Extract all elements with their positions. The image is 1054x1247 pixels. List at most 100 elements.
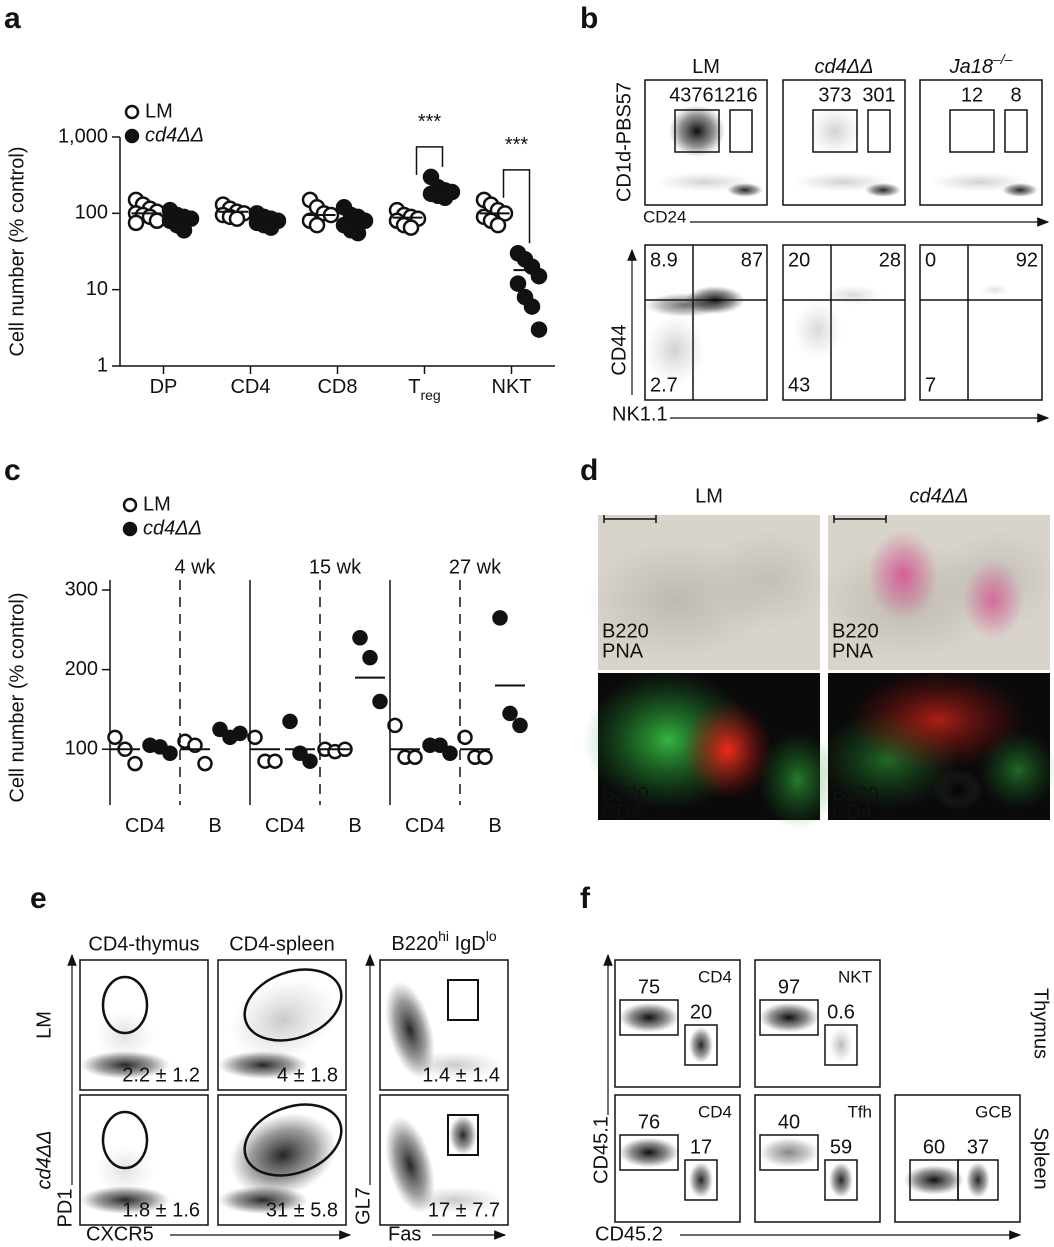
row-label: LM xyxy=(33,1011,55,1039)
group-label: 15 wk xyxy=(309,556,362,578)
x-tick-label-part: T xyxy=(408,376,420,398)
data-point xyxy=(175,222,193,239)
y-axis-label: Cell number (% control) xyxy=(6,592,28,802)
row-label: cd4ΔΔ xyxy=(33,1130,55,1189)
x-tick-label: DP xyxy=(150,376,178,398)
panel-label: f xyxy=(580,882,591,915)
gate-value: 12 xyxy=(961,84,983,106)
stain-label: PNA xyxy=(832,640,874,662)
data-point xyxy=(302,753,318,769)
column-title-part: IgD xyxy=(449,933,486,955)
cell-cloud xyxy=(759,1002,819,1033)
flow-plot xyxy=(79,959,209,1091)
plot-title: CD4 xyxy=(698,967,732,986)
data-point xyxy=(267,753,283,769)
axis-label: CD44 xyxy=(608,324,630,375)
cell-cloud xyxy=(645,293,725,317)
row-label: Thymus xyxy=(1030,988,1052,1059)
gate xyxy=(447,979,479,1021)
data-point xyxy=(228,210,246,227)
data-point xyxy=(477,749,493,765)
cell-cloud xyxy=(829,1162,853,1198)
stain-label: CD4 xyxy=(832,801,872,823)
stain-label: B220 xyxy=(832,783,879,805)
gate xyxy=(759,1134,819,1171)
cell-cloud xyxy=(978,730,1054,810)
cell-cloud xyxy=(689,1162,713,1198)
legend-marker xyxy=(124,128,140,144)
gate-value: 76 xyxy=(638,1111,660,1133)
data-point xyxy=(523,298,541,315)
gate xyxy=(824,1024,858,1066)
cell-cloud xyxy=(683,700,773,800)
cell-cloud xyxy=(405,1051,505,1079)
column-title: cd4ΔΔ xyxy=(909,485,968,507)
data-point xyxy=(457,729,473,746)
cell-cloud xyxy=(963,560,1023,640)
cell-cloud xyxy=(759,1137,819,1168)
gate-value: 8 xyxy=(1010,84,1021,106)
plot-title: CD4 xyxy=(698,1102,732,1121)
data-point xyxy=(509,275,527,292)
gate xyxy=(957,1159,999,1201)
stain-label: B220 xyxy=(602,620,649,642)
gate-value: 37 xyxy=(967,1136,989,1158)
cell-cloud xyxy=(95,1010,155,1060)
axis-label: PD1 xyxy=(54,1189,76,1228)
panel-label: d xyxy=(580,454,598,487)
flow-plot xyxy=(754,1094,881,1223)
legend-marker xyxy=(122,497,138,513)
x-tick-label: CD4 xyxy=(265,815,305,837)
gate-value: 75 xyxy=(638,976,660,998)
x-tick-label: B xyxy=(488,815,501,837)
x-tick-label: CD4 xyxy=(125,815,165,837)
gate-value: 40 xyxy=(778,1111,800,1133)
data-point xyxy=(372,693,388,710)
data-point xyxy=(197,755,213,772)
cell-cloud xyxy=(823,285,883,305)
cell-cloud xyxy=(933,770,983,810)
gate xyxy=(684,1024,718,1066)
flow-plot xyxy=(919,244,1043,401)
data-point xyxy=(349,224,367,242)
data-point xyxy=(308,216,326,234)
data-point xyxy=(127,214,145,232)
row-label: Spleen xyxy=(1030,1127,1052,1189)
significance-bracket xyxy=(502,169,531,244)
flow-plot xyxy=(754,959,881,1088)
cell-cloud xyxy=(385,981,435,1079)
flow-plot xyxy=(782,79,906,206)
flow-plot xyxy=(379,1094,509,1226)
axis-label: CD45.1 xyxy=(590,1116,612,1184)
cell-cloud xyxy=(619,1002,679,1033)
gate xyxy=(949,109,995,153)
cell-cloud xyxy=(966,1162,990,1198)
flow-plot xyxy=(894,1094,1021,1223)
gate xyxy=(243,1103,343,1177)
gate-value: 216 xyxy=(724,84,757,106)
data-point xyxy=(362,649,378,666)
quadrant-value: 0 xyxy=(925,249,936,271)
stain-label: CD4 xyxy=(602,801,642,823)
data-point xyxy=(247,729,263,746)
flow-plot xyxy=(217,1094,347,1226)
cell-cloud xyxy=(793,300,843,360)
y-tick-label: 1 xyxy=(97,354,108,376)
data-point xyxy=(502,705,518,722)
column-title-part: lo xyxy=(486,928,497,944)
legend-label: cd4ΔΔ xyxy=(145,124,204,146)
gate-stat: 1.8 ± 1.6 xyxy=(122,1199,200,1221)
cell-cloud xyxy=(619,1137,679,1168)
stain-label: PNA xyxy=(602,640,644,662)
group-label: 27 wk xyxy=(449,556,502,578)
cell-cloud xyxy=(449,1115,477,1155)
column-title: CD4-thymus xyxy=(88,933,199,955)
x-tick-label: CD4 xyxy=(230,376,270,398)
cell-cloud xyxy=(930,172,1030,192)
column-title-part: LM xyxy=(692,56,720,78)
x-tick-label: Treg xyxy=(408,376,440,402)
data-point xyxy=(127,755,143,772)
column-title: cd4ΔΔ xyxy=(814,56,873,78)
